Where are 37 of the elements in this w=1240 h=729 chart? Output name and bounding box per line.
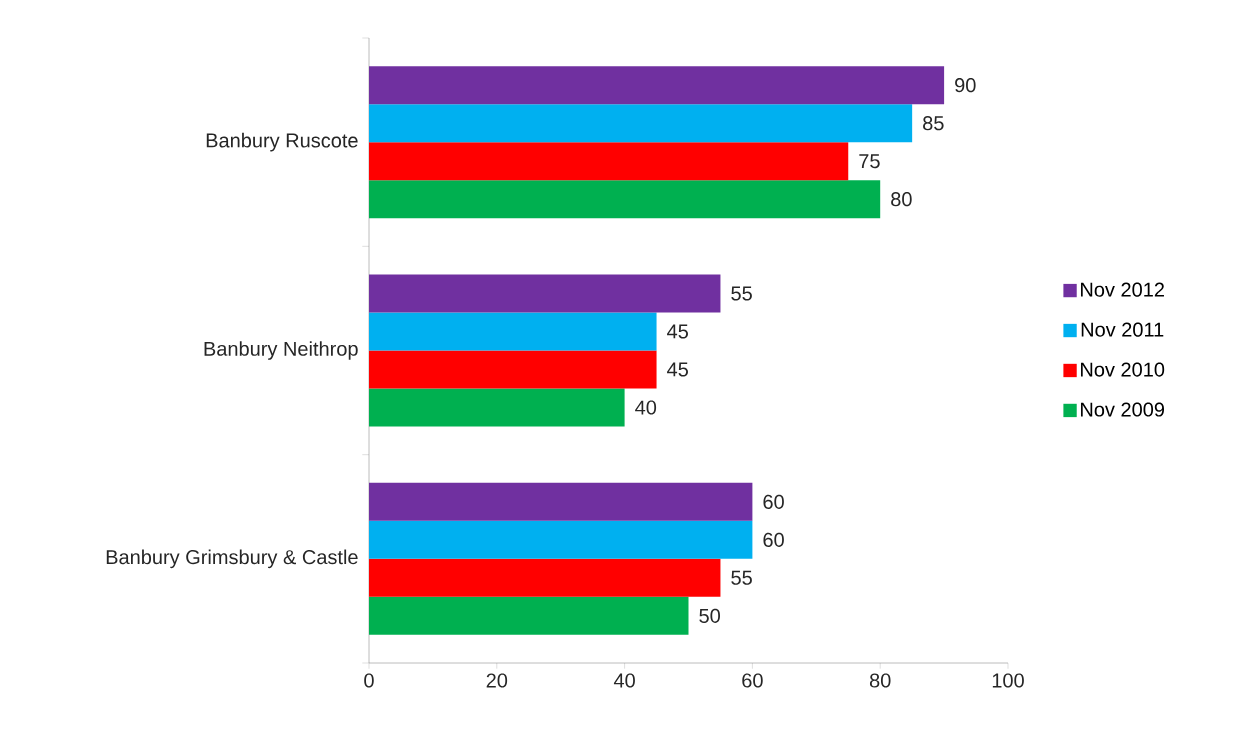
- y-tick-label: Banbury Grimsbury & Castle: [106, 549, 358, 569]
- data-label: 85: [923, 116, 944, 131]
- bar: [369, 180, 881, 219]
- bar: [369, 558, 721, 597]
- bar: [369, 596, 689, 635]
- data-label: 60: [763, 532, 784, 547]
- data-label: 90: [955, 78, 976, 93]
- data-label: 55: [731, 286, 752, 301]
- x-tick-label: 0: [364, 673, 374, 688]
- data-label: 45: [667, 324, 688, 339]
- bar: [369, 388, 625, 427]
- x-tick-label: 100: [992, 673, 1024, 688]
- bar: [369, 142, 849, 181]
- x-tick-label: 80: [869, 673, 891, 688]
- bar: [369, 520, 753, 559]
- bar: [369, 482, 753, 521]
- legend-label: Nov 2010: [1081, 362, 1165, 377]
- data-label: 45: [667, 362, 688, 377]
- bar: [369, 104, 913, 143]
- bar: [369, 66, 945, 105]
- bar: [369, 312, 657, 351]
- data-label: 60: [763, 494, 784, 509]
- legend-label: Nov 2011: [1081, 322, 1164, 337]
- y-tick-label: Banbury Neithrop: [204, 341, 358, 360]
- data-label: 55: [731, 570, 752, 585]
- y-tick-label: Banbury Ruscote: [206, 132, 358, 152]
- data-label: 50: [699, 608, 720, 623]
- legend-label: Nov 2012: [1081, 282, 1164, 297]
- bar: [369, 350, 657, 389]
- x-tick-label: 40: [613, 673, 635, 688]
- bar: [369, 274, 721, 313]
- data-label: 40: [635, 400, 657, 415]
- x-tick-label: 60: [742, 673, 763, 688]
- data-label: 75: [859, 154, 880, 169]
- data-label: 80: [891, 192, 912, 207]
- x-tick-label: 20: [486, 673, 508, 688]
- legend-label: Nov 2009: [1081, 402, 1165, 417]
